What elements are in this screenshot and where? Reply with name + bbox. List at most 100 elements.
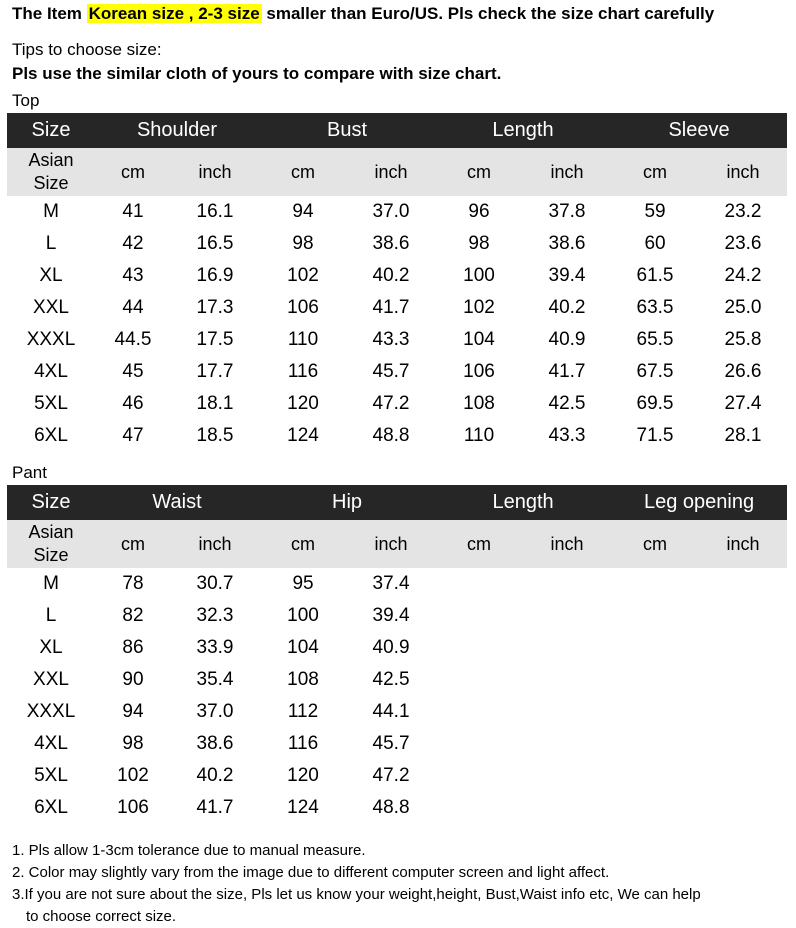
measurement-cell: 25.8 — [724, 329, 762, 350]
pant-section-label: Pant — [12, 463, 47, 482]
subheader-unit: cm — [259, 148, 347, 196]
table-row: 5XL 102 40.2 120 47.2 — [7, 760, 787, 792]
size-cell: XXL — [33, 297, 69, 318]
measurement-cell: 59 — [644, 201, 666, 222]
size-cell: XXXL — [26, 701, 76, 722]
measurement-cell: 33.9 — [196, 637, 234, 658]
measurement-cell: 41.7 — [548, 361, 586, 382]
measurement-cell: 41.7 — [196, 797, 234, 818]
size-cell: L — [45, 605, 57, 626]
size-cell: M — [43, 573, 59, 594]
measurement-cell: 110 — [287, 329, 319, 350]
measurement-cell: 37.8 — [548, 201, 586, 222]
measurement-cell: 17.7 — [196, 361, 234, 382]
measurement-cell: 124 — [287, 797, 319, 818]
pant-subheader-row: Asian Size cm inch cm inch cm inch cm inc… — [7, 520, 788, 568]
subheader-unit: cm — [259, 520, 348, 568]
subheader-unit: inch — [699, 148, 788, 196]
header-length: Length — [435, 485, 612, 520]
measurement-cell: 98 — [292, 233, 314, 254]
measurement-cell — [435, 664, 523, 696]
headline-suffix: smaller than Euro/US. Pls check the size… — [261, 4, 715, 23]
measurement-cell: 98 — [122, 733, 144, 754]
top-header-row: Size Shoulder Bust Length Sleeve — [7, 113, 788, 148]
measurement-cell: 102 — [287, 265, 319, 286]
compare-instruction: Pls use the similar cloth of yours to co… — [12, 64, 502, 83]
measurement-cell: 40.2 — [372, 265, 410, 286]
measurement-cell: 106 — [117, 797, 149, 818]
measurement-cell: 18.5 — [196, 425, 234, 446]
subheader-unit: inch — [347, 148, 435, 196]
measurement-cell: 100 — [287, 605, 319, 626]
measurement-cell — [523, 600, 611, 632]
measurement-cell: 27.4 — [724, 393, 762, 414]
subheader-asian-size: Asian Size — [7, 520, 95, 568]
measurement-cell: 45.7 — [372, 361, 410, 382]
measurement-cell: 37.0 — [372, 201, 410, 222]
measurement-cell: 38.6 — [196, 733, 234, 754]
size-cell: 5XL — [34, 393, 68, 414]
top-section-label: Top — [12, 91, 40, 110]
measurement-cell: 44.5 — [114, 329, 152, 350]
measurement-cell: 30.7 — [196, 573, 234, 594]
header-size: Size — [7, 113, 95, 148]
measurement-cell: 41.7 — [372, 297, 410, 318]
note-2: 2. Color may slightly vary from the imag… — [12, 864, 610, 881]
measurement-cell: 116 — [287, 361, 319, 382]
measurement-cell: 43 — [122, 265, 144, 286]
measurement-cell: 124 — [287, 425, 319, 446]
measurement-cell — [611, 632, 699, 664]
size-cell: 6XL — [34, 425, 68, 446]
tips-label: Tips to choose size: — [12, 40, 162, 59]
measurement-cell: 46 — [122, 393, 144, 414]
size-cell: 5XL — [34, 765, 68, 786]
measurement-cell: 26.6 — [724, 361, 762, 382]
measurement-cell — [611, 760, 699, 792]
measurement-cell: 102 — [117, 765, 149, 786]
measurement-cell — [523, 568, 611, 600]
measurement-cell — [699, 632, 787, 664]
measurement-cell: 45 — [122, 361, 144, 382]
measurement-cell — [523, 696, 611, 728]
measurement-cell — [523, 632, 611, 664]
measurement-cell: 90 — [122, 669, 144, 690]
measurement-cell: 39.4 — [372, 605, 410, 626]
measurement-cell: 42 — [122, 233, 144, 254]
subheader-unit: inch — [347, 520, 436, 568]
measurement-cell — [699, 664, 787, 696]
measurement-cell — [523, 760, 611, 792]
note-3: 3.If you are not sure about the size, Pl… — [12, 886, 701, 903]
measurement-cell: 82 — [122, 605, 144, 626]
measurement-cell: 23.2 — [724, 201, 762, 222]
measurement-cell: 16.5 — [196, 233, 234, 254]
top-table-body: M 41 16.1 94 37.0 96 37.8 59 23.2 L 42 16.5 98 38.6 98… — [7, 196, 787, 452]
measurement-cell: 94 — [122, 701, 144, 722]
measurement-cell — [699, 568, 787, 600]
measurement-cell: 61.5 — [636, 265, 674, 286]
header-waist: Waist — [95, 485, 260, 520]
measurement-cell: 48.8 — [372, 425, 410, 446]
pant-table-body: M 78 30.7 95 37.4 L 82 32.3 100 39.4 XL 86 33.9 104 40… — [7, 568, 787, 824]
measurement-cell — [435, 600, 523, 632]
table-row: L 42 16.5 98 38.6 98 38.6 60 23.6 — [7, 228, 787, 260]
headline-prefix: The Item — [12, 4, 87, 23]
measurement-cell — [611, 728, 699, 760]
measurement-cell: 71.5 — [636, 425, 674, 446]
measurement-cell: 41 — [122, 201, 144, 222]
measurement-cell: 86 — [122, 637, 144, 658]
measurement-cell — [699, 696, 787, 728]
measurement-cell — [435, 792, 523, 824]
measurement-cell: 45.7 — [372, 733, 410, 754]
measurement-cell: 43.3 — [548, 425, 586, 446]
measurement-cell: 23.6 — [724, 233, 762, 254]
pant-size-table: Size Waist Hip Length Leg opening Asian S… — [7, 485, 788, 824]
headline: The Item Korean size , 2-3 size smaller … — [12, 4, 714, 24]
measurement-cell: 40.2 — [196, 765, 234, 786]
measurement-cell — [435, 632, 523, 664]
note-1: 1. Pls allow 1-3cm tolerance due to manu… — [12, 842, 366, 859]
measurement-cell: 18.1 — [196, 393, 234, 414]
measurement-cell — [699, 728, 787, 760]
measurement-cell: 94 — [292, 201, 314, 222]
measurement-cell: 40.2 — [548, 297, 586, 318]
measurement-cell: 120 — [287, 765, 319, 786]
